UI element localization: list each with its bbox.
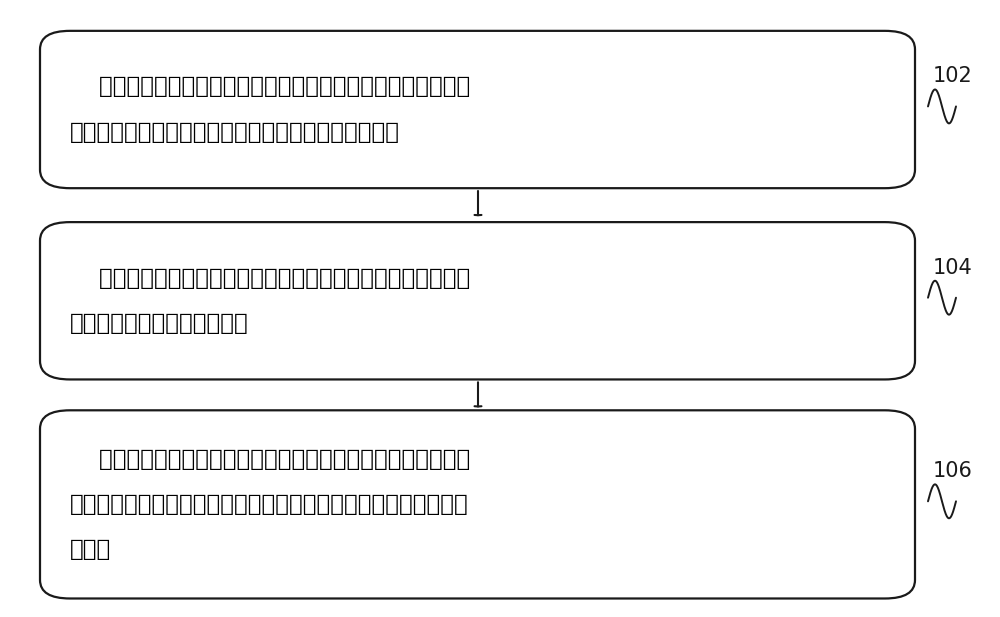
FancyBboxPatch shape [40,222,915,379]
Text: 在第一电流测量点和第二电流测量点之间的电阻小于预设电阻: 在第一电流测量点和第二电流测量点之间的电阻小于预设电阻 [70,448,470,471]
Text: 102: 102 [933,67,973,86]
Text: 在大功率充电连接器充电时，控制冷却泵开启，使得非导电液: 在大功率充电连接器充电时，控制冷却泵开启，使得非导电液 [70,75,470,99]
Text: 在充电完成预设时间后，通过电阻监测仪监测第一电流测量点: 在充电完成预设时间后，通过电阻监测仪监测第一电流测量点 [70,267,470,290]
Text: 104: 104 [933,258,973,278]
Text: 态物质对待冷却电缆及充电连接器的接口端子进行冷却: 态物质对待冷却电缆及充电连接器的接口端子进行冷却 [70,120,400,144]
FancyBboxPatch shape [40,31,915,188]
FancyBboxPatch shape [40,410,915,598]
Text: 时，通过泄放控制器开启泄放阀，以泄放非导电液态物质箱中的金: 时，通过泄放控制器开启泄放阀，以泄放非导电液态物质箱中的金 [70,493,469,516]
Text: 106: 106 [933,462,973,481]
Text: 和第二电流测量点之间的电阻: 和第二电流测量点之间的电阻 [70,312,249,335]
Text: 属杂质: 属杂质 [70,538,111,561]
